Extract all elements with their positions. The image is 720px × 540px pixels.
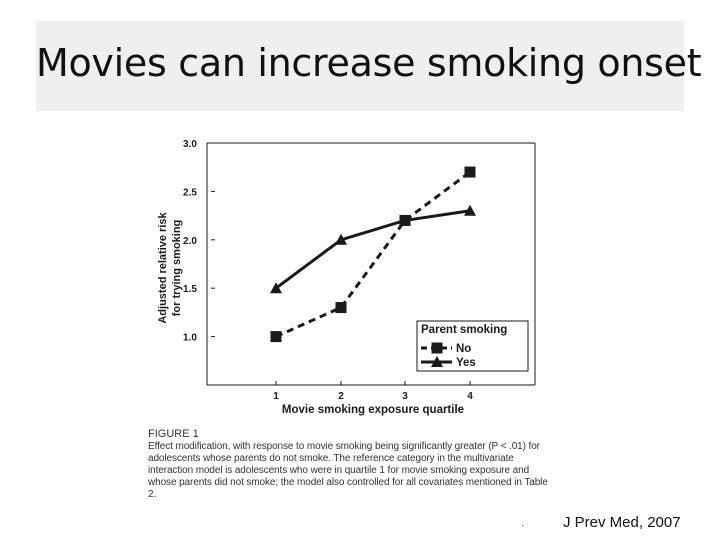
legend-title: Parent smoking [421, 324, 507, 336]
legend-yes-label: Yes [456, 357, 476, 369]
x-tick-label: 1 [273, 391, 279, 402]
title-band: Movies can increase smoking onset [36, 21, 702, 111]
y-tick-label: 3.0 [183, 139, 197, 150]
legend-no-marker [431, 342, 443, 354]
y-tick-label: 2.5 [183, 187, 197, 198]
series-no-point [270, 331, 282, 343]
series-no-line [275, 170, 471, 338]
y-tick-label: 2.0 [183, 236, 197, 247]
chart-series [270, 166, 476, 343]
y-tick-label: 1.0 [183, 333, 197, 344]
series-yes-point [399, 214, 411, 226]
x-tick-label: 4 [467, 391, 473, 402]
y-tick-label: 1.5 [183, 284, 197, 295]
x-tick-label: 2 [338, 391, 344, 402]
figure-caption: FIGURE 1 Effect modification, with respo… [148, 428, 548, 501]
series-yes-point [270, 282, 282, 294]
series-yes-line [275, 209, 471, 290]
figure-label: FIGURE 1 [148, 428, 199, 440]
legend-yes-marker [431, 356, 443, 367]
y-axis-label-line-1: Adjusted relative risk [157, 211, 169, 323]
figure-caption-text: Effect modification, with response to mo… [148, 441, 548, 500]
x-tick-label: 3 [402, 391, 408, 402]
legend-no-label: No [456, 343, 471, 355]
x-axis-label: Movie smoking exposure quartile [282, 404, 464, 416]
series-yes-point [335, 233, 347, 245]
chart-legend: Parent smoking No Yes [416, 320, 529, 372]
series-yes-point [464, 204, 476, 216]
chart-axes: 1.0 1.5 2.0 2.5 3.0 1 2 3 4 [183, 139, 536, 402]
series-no-point [335, 302, 347, 314]
y-axis-label-line-2: for trying smoking [171, 220, 183, 317]
series-no-point [464, 166, 476, 178]
stray-dot: . [521, 518, 524, 529]
citation: J Prev Med, 2007 [563, 514, 681, 531]
slide-title: Movies can increase smoking onset [36, 41, 702, 85]
